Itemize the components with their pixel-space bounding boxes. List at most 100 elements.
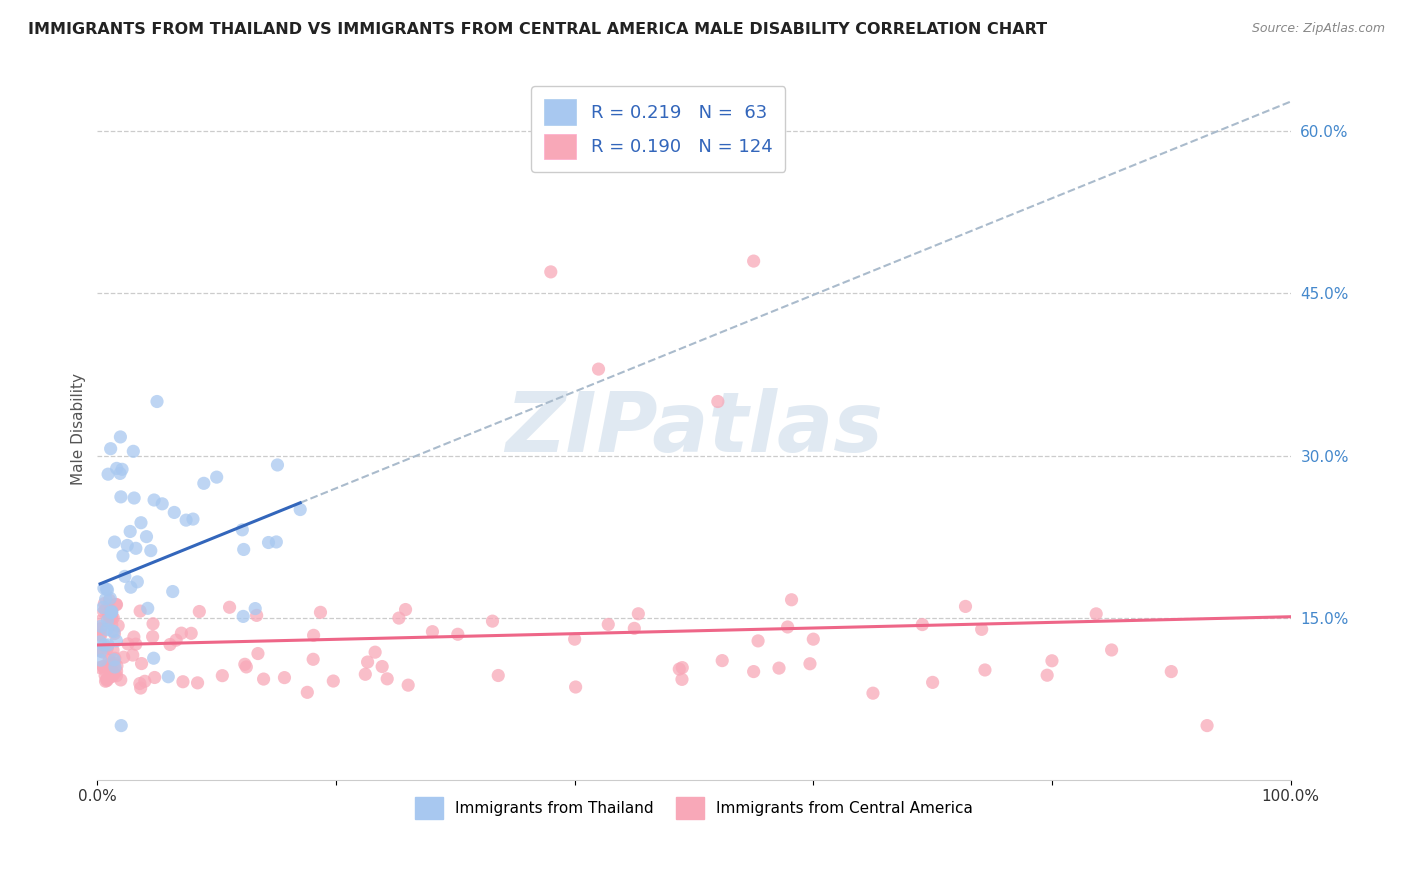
Point	[96, 582, 118, 596]
Point	[129, 604, 152, 618]
Point	[103, 535, 125, 549]
Point	[112, 650, 135, 665]
Text: Source: ZipAtlas.com: Source: ZipAtlas.com	[1251, 22, 1385, 36]
Point	[90, 644, 112, 658]
Point	[93, 638, 115, 652]
Point	[172, 674, 194, 689]
Point	[100, 606, 122, 620]
Point	[163, 505, 186, 519]
Point	[101, 665, 124, 679]
Point	[103, 626, 125, 640]
Point	[266, 535, 288, 549]
Point	[862, 686, 884, 700]
Point	[142, 651, 165, 665]
Point	[768, 661, 790, 675]
Point	[117, 539, 139, 553]
Point	[671, 660, 693, 674]
Point	[364, 645, 387, 659]
Point	[128, 676, 150, 690]
Point	[100, 442, 122, 456]
Point	[93, 663, 115, 677]
Point	[98, 609, 121, 624]
Point	[780, 592, 803, 607]
Point	[970, 623, 993, 637]
Point	[103, 653, 125, 667]
Point	[974, 663, 997, 677]
Point	[481, 614, 503, 628]
Point	[135, 530, 157, 544]
Point	[105, 461, 128, 475]
Point	[627, 607, 650, 621]
Point	[671, 673, 693, 687]
Point	[96, 613, 118, 627]
Point	[356, 655, 378, 669]
Point	[91, 645, 114, 659]
Point	[97, 467, 120, 482]
Point	[98, 593, 121, 607]
Point	[742, 665, 765, 679]
Point	[146, 394, 169, 409]
Point	[90, 622, 112, 636]
Point	[1085, 607, 1108, 621]
Point	[150, 497, 173, 511]
Point	[188, 605, 211, 619]
Point	[96, 673, 118, 688]
Text: IMMIGRANTS FROM THAILAND VS IMMIGRANTS FROM CENTRAL AMERICA MALE DISABILITY CORR: IMMIGRANTS FROM THAILAND VS IMMIGRANTS F…	[28, 22, 1047, 37]
Point	[105, 669, 128, 683]
Point	[101, 610, 124, 624]
Point	[588, 362, 610, 376]
Point	[90, 653, 112, 667]
Point	[801, 632, 824, 647]
Point	[90, 614, 112, 628]
Point	[111, 549, 134, 563]
Point	[98, 653, 121, 667]
Point	[159, 638, 181, 652]
Point	[162, 584, 184, 599]
Point	[101, 624, 124, 638]
Point	[89, 660, 111, 674]
Point	[623, 621, 645, 635]
Point	[540, 265, 562, 279]
Point	[174, 513, 197, 527]
Point	[100, 670, 122, 684]
Point	[218, 600, 240, 615]
Point	[486, 668, 509, 682]
Point	[90, 629, 112, 643]
Point	[100, 606, 122, 620]
Point	[122, 630, 145, 644]
Point	[96, 673, 118, 687]
Point	[103, 666, 125, 681]
Point	[105, 658, 128, 673]
Point	[122, 444, 145, 458]
Point	[105, 598, 128, 612]
Point	[100, 617, 122, 632]
Point	[89, 635, 111, 649]
Point	[598, 617, 620, 632]
Point	[157, 670, 180, 684]
Point	[110, 430, 132, 444]
Point	[100, 610, 122, 624]
Point	[96, 623, 118, 637]
Point	[246, 647, 269, 661]
Point	[94, 668, 117, 682]
Point	[103, 611, 125, 625]
Point	[266, 458, 288, 472]
Point	[375, 672, 398, 686]
Point	[1160, 665, 1182, 679]
Point	[921, 675, 943, 690]
Point	[100, 656, 122, 670]
Point	[101, 643, 124, 657]
Point	[309, 605, 332, 619]
Point	[104, 660, 127, 674]
Point	[322, 673, 344, 688]
Point	[232, 542, 254, 557]
Point	[232, 609, 254, 624]
Point	[136, 601, 159, 615]
Point	[96, 641, 118, 656]
Point	[955, 599, 977, 614]
Point	[231, 523, 253, 537]
Point	[707, 394, 730, 409]
Point	[371, 659, 394, 673]
Point	[134, 674, 156, 689]
Point	[93, 581, 115, 595]
